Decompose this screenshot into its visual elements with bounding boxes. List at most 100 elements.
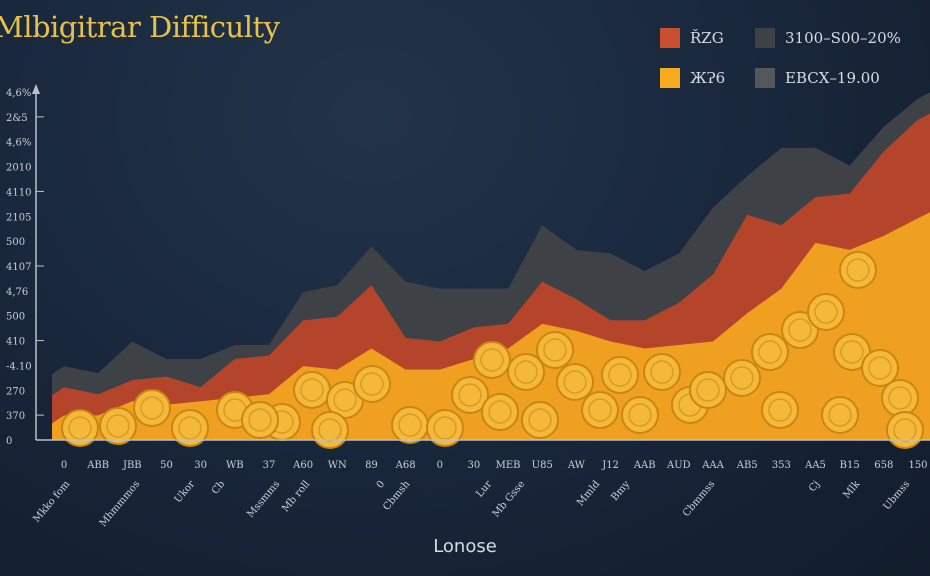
coin-icon-inner: [563, 370, 587, 394]
coin-icon-inner: [788, 318, 812, 342]
coin-icon: [451, 376, 489, 414]
coin-icon-inner: [528, 408, 552, 432]
y-tick-label: 500: [6, 237, 25, 248]
coin-icon: [481, 393, 519, 431]
coin-icon: [293, 371, 331, 409]
y-tick-label: 500: [6, 312, 25, 323]
coin-icon-inner: [840, 340, 864, 364]
coin-icon-inner: [628, 403, 652, 427]
coin-icon-inner: [318, 418, 342, 442]
y-tick-label: 4,6%: [6, 138, 31, 149]
y-tick-label: 4,76: [6, 287, 28, 298]
x-category-label: Mhmmmos: [98, 479, 143, 529]
x-tick-label: A60: [292, 460, 313, 471]
y-tick-label: 370: [6, 411, 25, 422]
coin-icon-inner: [846, 258, 870, 282]
legend-swatch: [755, 28, 775, 48]
x-tick-label: ABB: [86, 460, 109, 471]
x-tick-label: 0: [61, 460, 67, 471]
coin-icon-inner: [488, 400, 512, 424]
legend-item: ЖɁ6: [660, 68, 725, 88]
x-category-label: Mmld: [575, 478, 603, 508]
coin-icon: [621, 396, 659, 434]
coin-icon-inner: [730, 366, 754, 390]
x-tick-label: 50: [160, 460, 173, 471]
coin-icon: [881, 379, 919, 417]
x-tick-label: A68: [395, 460, 416, 471]
coin-icon: [601, 356, 639, 394]
x-category-label: Mssmms: [245, 479, 282, 520]
coin-icon: [507, 353, 545, 391]
coin-icon: [839, 251, 877, 289]
coin-icon-inner: [768, 398, 792, 422]
x-tick-label: AA5: [804, 460, 826, 471]
x-category-label: Mkko fom: [31, 478, 72, 524]
x-tick-label: 37: [263, 460, 276, 471]
coin-icon-inner: [68, 416, 92, 440]
y-tick-label: 4110: [6, 187, 31, 198]
y-tick-label: 4,6%: [6, 88, 31, 99]
coin-icon-inner: [588, 398, 612, 422]
legend-label: EBCX–19.00: [785, 69, 880, 87]
coin-icon-inner: [814, 300, 838, 324]
coin-icon: [643, 353, 681, 391]
x-tick-label: 89: [365, 460, 378, 471]
x-tick-label: 150: [908, 460, 927, 471]
x-tick-label: AAA: [701, 460, 724, 471]
coin-icon-inner: [608, 363, 632, 387]
x-tick-label: 30: [468, 460, 481, 471]
legend-item: ŘZG: [660, 28, 724, 48]
y-tick-label: 4107: [6, 262, 31, 273]
coin-icon-inner: [360, 372, 384, 396]
coin-icon-inner: [248, 408, 272, 432]
legend-swatch: [660, 68, 680, 88]
x-tick-label: 658: [874, 460, 893, 471]
coin-icon: [807, 293, 845, 331]
coin-icon-inner: [398, 413, 422, 437]
coin-icon: [536, 331, 574, 369]
x-category-label: Cbmmss: [681, 479, 717, 519]
x-tick-label: 353: [772, 460, 791, 471]
coin-icon: [61, 409, 99, 447]
x-axis-title: Lonose: [433, 536, 497, 557]
x-category-label: Mb roll: [280, 479, 312, 514]
x-tick-label: AAB: [633, 460, 656, 471]
y-tick-label: 2010: [6, 163, 31, 174]
coin-icon-inner: [106, 414, 130, 438]
y-tick-label: 0: [6, 436, 12, 447]
coin-icon: [781, 311, 819, 349]
x-tick-label: 0: [437, 460, 443, 471]
legend-item: EBCX–19.00: [755, 68, 880, 88]
coin-icon-inner: [696, 378, 720, 402]
coin-icon: [861, 349, 899, 387]
coin-icon-inner: [458, 383, 482, 407]
x-category-label: Ubmss: [882, 479, 913, 513]
x-tick-label: WN: [328, 460, 347, 471]
coin-icon: [426, 409, 464, 447]
coin-icon: [581, 391, 619, 429]
y-tick-label: 2105: [6, 212, 31, 223]
legend-label: ŘZG: [690, 29, 724, 47]
coin-icon-inner: [888, 386, 912, 410]
coin-icon: [723, 359, 761, 397]
y-tick-label: 410: [6, 337, 25, 348]
coin-icon: [99, 407, 137, 445]
coin-icon-inner: [893, 418, 917, 442]
coin-icon: [241, 401, 279, 439]
x-tick-label: WB: [226, 460, 244, 471]
y-tick-label: 2&5: [6, 113, 28, 124]
coin-icon-inner: [758, 340, 782, 364]
x-tick-label: J12: [601, 460, 619, 471]
coin-icon: [391, 406, 429, 444]
coin-icon: [821, 396, 859, 434]
coin-icon: [751, 333, 789, 371]
legend-label: ЖɁ6: [690, 69, 726, 87]
coin-icon: [133, 389, 171, 427]
x-category-label: Mlk: [841, 478, 863, 501]
x-category-label: Bmy: [609, 479, 632, 504]
x-tick-label: MEB: [496, 460, 521, 471]
coin-icon: [886, 411, 924, 449]
x-tick-label: 30: [194, 460, 207, 471]
coin-icon-inner: [828, 403, 852, 427]
